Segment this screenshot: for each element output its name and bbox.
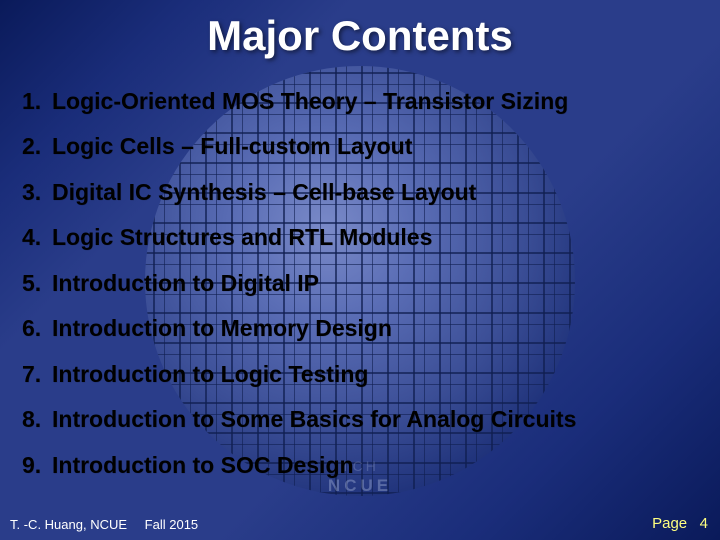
page-number: 4 <box>700 515 708 532</box>
list-item: 1. Logic-Oriented MOS Theory – Transisto… <box>22 88 700 114</box>
item-text: Logic-Oriented MOS Theory – Transistor S… <box>52 88 700 114</box>
list-item: 6. Introduction to Memory Design <box>22 315 700 341</box>
item-number: 2. <box>22 133 52 159</box>
list-item: 2. Logic Cells – Full-custom Layout <box>22 133 700 159</box>
item-number: 6. <box>22 315 52 341</box>
item-number: 1. <box>22 88 52 114</box>
item-text: Digital IC Synthesis – Cell-base Layout <box>52 179 700 205</box>
list-item: 9. Introduction to SOC Design <box>22 452 700 478</box>
item-text: Introduction to SOC Design <box>52 452 700 478</box>
item-text: Introduction to Memory Design <box>52 315 700 341</box>
slide-title: Major Contents <box>0 12 720 60</box>
item-text: Logic Cells – Full-custom Layout <box>52 133 700 159</box>
footer-semester: Fall 2015 <box>145 517 198 532</box>
item-text: Introduction to Some Basics for Analog C… <box>52 406 700 432</box>
page-label: Page <box>652 515 687 532</box>
footer-author: T. -C. Huang, NCUE <box>10 517 127 532</box>
list-item: 3. Digital IC Synthesis – Cell-base Layo… <box>22 179 700 205</box>
footer-right: Page 4 <box>652 515 708 532</box>
item-number: 7. <box>22 361 52 387</box>
list-item: 8. Introduction to Some Basics for Analo… <box>22 406 700 432</box>
item-text: Introduction to Logic Testing <box>52 361 700 387</box>
list-item: 7. Introduction to Logic Testing <box>22 361 700 387</box>
contents-list: 1. Logic-Oriented MOS Theory – Transisto… <box>22 88 700 497</box>
footer-left: T. -C. Huang, NCUE Fall 2015 <box>10 517 198 532</box>
item-number: 9. <box>22 452 52 478</box>
item-number: 4. <box>22 224 52 250</box>
item-number: 8. <box>22 406 52 432</box>
item-number: 3. <box>22 179 52 205</box>
list-item: 5. Introduction to Digital IP <box>22 270 700 296</box>
slide: TCH NCUE Major Contents 1. Logic-Oriente… <box>0 0 720 540</box>
item-text: Logic Structures and RTL Modules <box>52 224 700 250</box>
item-text: Introduction to Digital IP <box>52 270 700 296</box>
item-number: 5. <box>22 270 52 296</box>
list-item: 4. Logic Structures and RTL Modules <box>22 224 700 250</box>
